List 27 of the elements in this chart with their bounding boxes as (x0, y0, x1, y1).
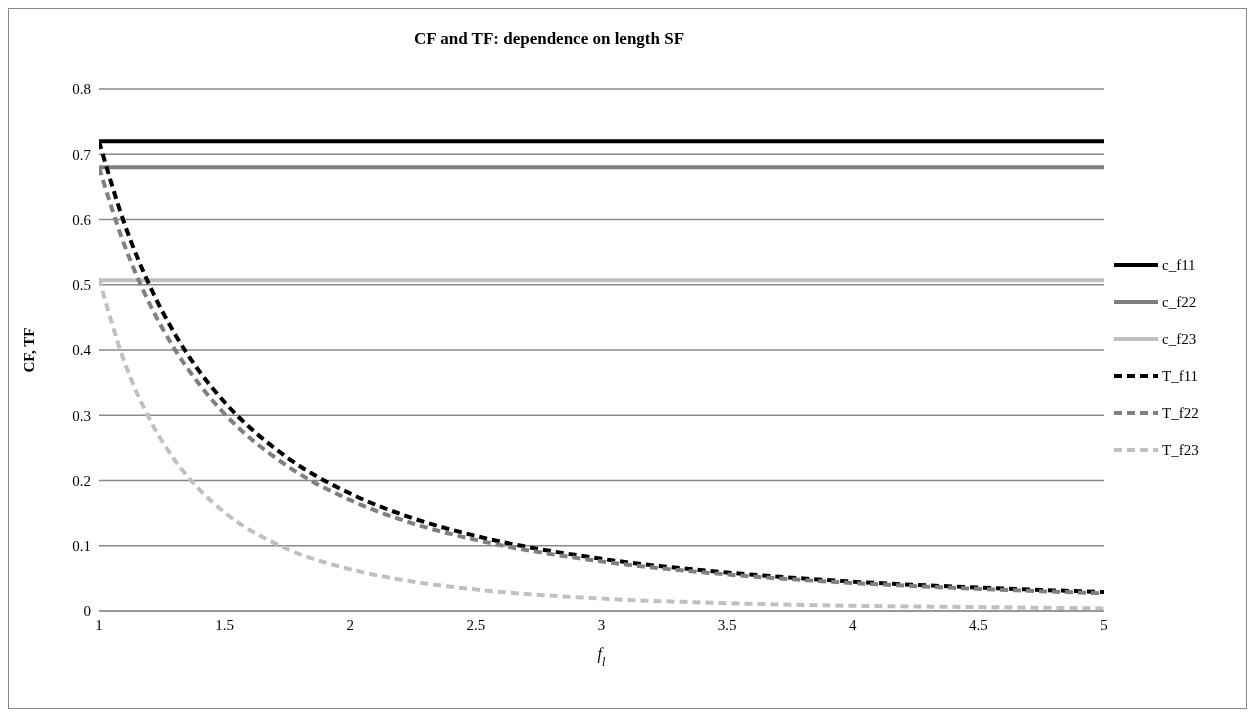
x-tick-label: 4.5 (969, 616, 988, 633)
legend-label: T_f23 (1162, 441, 1199, 459)
x-tick-label: 3 (597, 616, 606, 633)
y-tick-label: 0.4 (72, 342, 92, 359)
y-axis-title: CF, TF (21, 327, 38, 373)
y-tick-label: 0.1 (72, 538, 91, 555)
legend-label: c_f11 (1162, 256, 1196, 274)
legend-label: c_f22 (1162, 293, 1197, 311)
x-tick-label: 1.5 (215, 616, 234, 633)
chart-title: CF and TF: dependence on length SF (412, 29, 686, 49)
x-tick-label: 3.5 (717, 616, 737, 633)
legend-label: c_f23 (1162, 330, 1197, 348)
x-tick-label: 4 (849, 616, 857, 633)
x-tick-label: 2.5 (466, 616, 486, 633)
x-tick-label: 2 (346, 616, 354, 633)
x-tick-label: 1 (95, 616, 103, 633)
y-tick-label: 0.2 (72, 472, 91, 489)
y-tick-label: 0.8 (72, 81, 91, 98)
y-tick-label: 0.5 (72, 277, 91, 294)
y-tick-label: 0 (83, 603, 91, 620)
legend-label: T_f11 (1162, 367, 1199, 385)
y-tick-label: 0.7 (72, 146, 92, 163)
legend-label: T_f22 (1162, 404, 1199, 422)
y-tick-label: 0.3 (72, 407, 91, 424)
y-tick-label: 0.6 (72, 211, 92, 228)
x-tick-label: 5 (1100, 616, 1108, 633)
x-axis-title: f$_{l}$ (597, 645, 607, 669)
